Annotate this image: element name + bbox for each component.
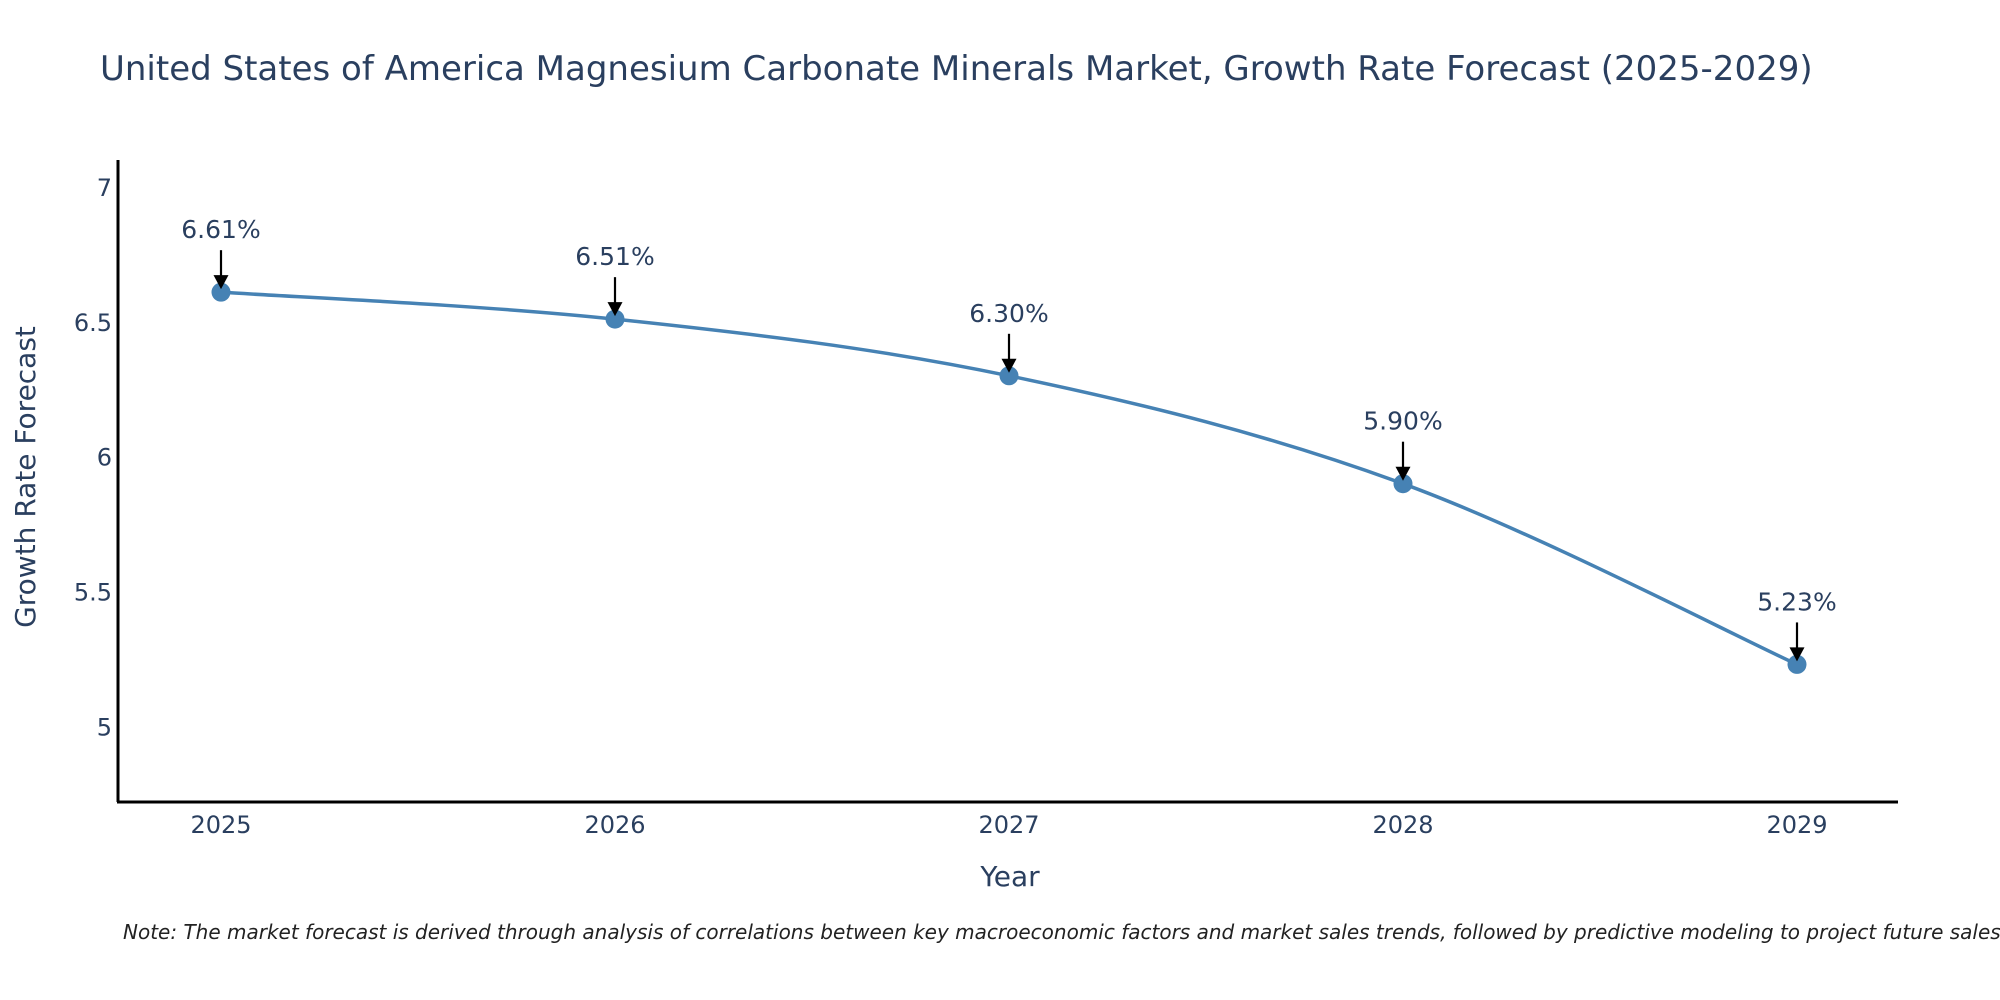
y-axis-title: Growth Rate Forecast — [9, 326, 42, 628]
data-label: 6.30% — [969, 299, 1048, 328]
x-tick-label: 2028 — [1372, 811, 1433, 839]
data-label: 6.61% — [181, 215, 260, 244]
data-point[interactable] — [1393, 474, 1413, 494]
y-tick-label: 5.5 — [74, 579, 112, 607]
annotation-arrow-head — [1395, 466, 1411, 481]
y-tick-label: 7 — [97, 174, 112, 202]
x-tick-label: 2029 — [1766, 811, 1827, 839]
data-point[interactable] — [211, 282, 231, 302]
x-tick-label: 2027 — [978, 811, 1039, 839]
annotation-arrow-head — [1789, 647, 1805, 662]
annotation-arrow-head — [213, 275, 229, 290]
data-point[interactable] — [605, 309, 625, 329]
annotation-arrow-head — [1001, 358, 1017, 373]
data-label: 5.23% — [1757, 587, 1836, 616]
data-label: 5.90% — [1363, 407, 1442, 436]
x-axis-title: Year — [979, 860, 1040, 893]
y-tick-label: 6.5 — [74, 309, 112, 337]
data-point[interactable] — [1787, 654, 1807, 674]
y-tick-label: 6 — [97, 444, 112, 472]
x-tick-label: 2026 — [584, 811, 645, 839]
data-point[interactable] — [999, 366, 1019, 386]
chart-title: United States of America Magnesium Carbo… — [100, 49, 1813, 89]
y-tick-label: 5 — [97, 713, 112, 741]
y-axis-ticks: 5 5.5 6 6.5 7 — [74, 174, 112, 741]
x-axis-ticks: 2025 2026 2027 2028 2029 — [190, 811, 1827, 839]
data-annotations: 6.61% 6.51% 6.30% 5.90% 5.23% — [181, 215, 1837, 662]
x-tick-label: 2025 — [190, 811, 251, 839]
annotation-arrow-head — [607, 302, 623, 317]
data-points — [211, 282, 1807, 674]
footnote: Note: The market forecast is derived thr… — [123, 920, 2000, 944]
data-label: 6.51% — [575, 242, 654, 271]
